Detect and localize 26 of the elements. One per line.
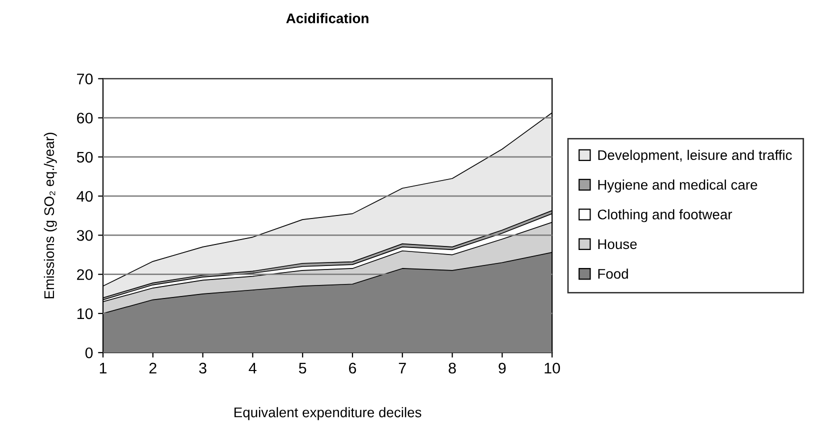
x-tick-label: 1 [100,362,107,374]
x-tick-label: 9 [498,362,506,374]
x-tick-label: 6 [349,362,356,374]
y-tick-label: 10 [77,308,93,320]
x-tick-label: 7 [398,362,406,374]
y-tick-label: 50 [76,152,93,163]
x-tick-label: 10 [544,362,560,374]
y-tick-label: 0 [85,347,93,358]
legend-label: Food [598,268,628,279]
x-tick-label: 4 [248,362,256,374]
legend-label: Development, leisure and traffic [598,150,792,163]
y-tick-label: 40 [76,190,93,202]
legend-label: Hygiene and medical care [598,180,758,192]
y-axis-title: Emissions (g SO₂ eq./year) [44,132,57,298]
x-axis-title: Equivalent expenditure deciles [234,407,422,420]
x-tick-label: 8 [448,362,456,374]
legend-label: Clothing and footwear [598,209,732,222]
legend-label: House [598,239,637,250]
y-tick-label: 70 [77,74,93,84]
y-tick-label: 20 [77,269,93,280]
x-tick-label: 5 [298,362,306,374]
y-tick-label: 30 [76,230,93,241]
x-tick-label: 2 [149,362,156,374]
y-tick-label: 60 [77,112,93,124]
x-tick-label: 3 [199,362,206,374]
chart-title: Acidification [286,13,368,24]
